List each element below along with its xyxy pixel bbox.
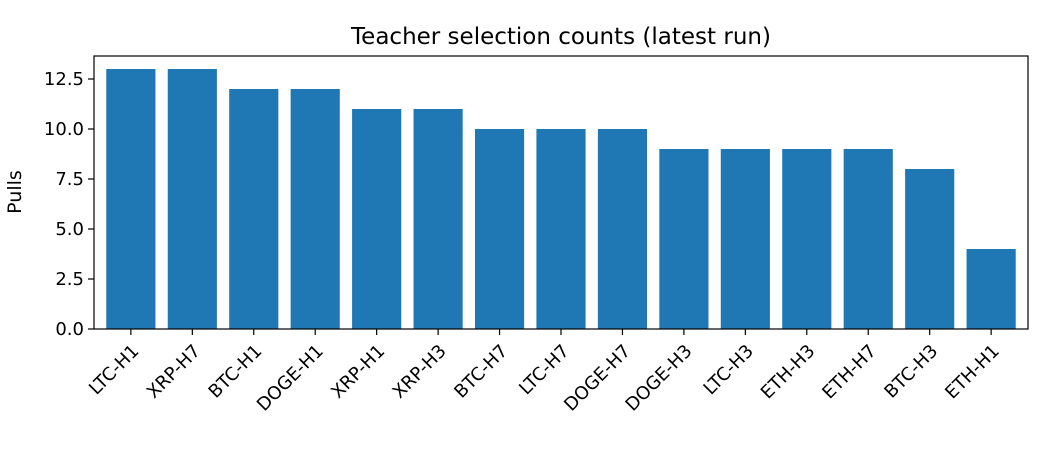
bar	[905, 169, 955, 329]
x-tick-label: BTC-H7	[450, 341, 512, 403]
bar	[659, 149, 709, 329]
y-tick-label: 2.5	[55, 269, 84, 290]
x-tick-label: ETH-H3	[757, 341, 820, 404]
y-tick-label: 7.5	[55, 169, 84, 190]
y-tick-label: 10.0	[44, 119, 84, 140]
bar	[290, 89, 340, 329]
bar	[597, 129, 648, 329]
chart-title: Teacher selection counts (latest run)	[350, 24, 771, 50]
y-tick-label: 5.0	[55, 219, 84, 240]
x-tick-label: BTC-H1	[205, 341, 267, 403]
bar	[413, 109, 463, 329]
bar	[229, 89, 279, 329]
bar	[720, 149, 770, 329]
bar	[474, 129, 525, 329]
x-tick-label: LTC-H1	[85, 341, 143, 399]
x-tick-label: XRP-H3	[389, 341, 451, 403]
x-tick-label: LTC-H3	[700, 341, 758, 399]
bar	[843, 149, 893, 329]
bar	[782, 149, 832, 329]
x-tick-label: DOGE-H1	[253, 341, 328, 416]
bar	[167, 69, 217, 329]
x-tick-label: XRP-H1	[327, 341, 389, 403]
bar	[106, 69, 156, 329]
bar	[536, 129, 586, 329]
x-tick-label: LTC-H7	[515, 341, 573, 399]
y-tick-label: 12.5	[44, 69, 84, 90]
x-tick-label: ETH-H7	[818, 341, 881, 404]
x-tick-label: XRP-H7	[143, 341, 205, 403]
bar	[966, 249, 1016, 329]
x-tick-label: DOGE-H7	[560, 341, 635, 416]
x-tick-label: DOGE-H3	[622, 341, 697, 416]
y-tick-label: 0.0	[55, 319, 84, 340]
y-axis-label: Pulls	[4, 170, 26, 214]
x-tick-label: ETH-H1	[941, 341, 1004, 404]
x-tick-label: BTC-H3	[881, 341, 943, 403]
bar	[352, 109, 402, 329]
